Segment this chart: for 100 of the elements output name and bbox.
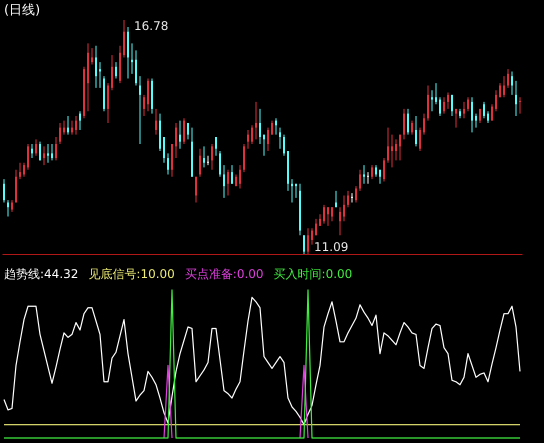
candlestick [283,134,285,156]
candlestick [507,68,509,88]
candlestick [347,190,349,208]
candlestick [163,136,165,164]
candlestick [279,127,281,150]
candlestick [371,164,373,180]
candlestick [223,164,225,198]
candlestick [367,172,369,184]
candlestick [147,78,149,112]
series-label: 买入时间:0.00 [274,267,352,281]
candlestick [195,176,197,204]
candlestick [179,120,181,150]
candlestick [199,148,201,178]
candlestick [403,108,405,140]
candlestick [239,164,241,189]
candlestick [459,108,461,119]
candlestick [31,144,33,159]
candlestick [307,228,309,254]
candlestick [475,113,477,128]
candlestick [139,76,141,145]
candlestick [51,144,53,161]
chart-title: (日线) [4,3,40,18]
candlestick [359,169,361,192]
candlestick [495,90,497,112]
candlestick [327,206,329,226]
candlestick [215,136,217,156]
text: 买点准备:0.00 [184,267,264,281]
candlestick [39,141,41,161]
candlestick [247,129,249,150]
candlestick [431,90,433,112]
candlestick [351,192,353,204]
candlestick [355,186,357,204]
candlestick [519,96,521,114]
candlestick [107,82,109,124]
candlestick [511,70,513,96]
candlestick [379,169,381,184]
candlestick [271,120,273,136]
annotation: 16.78 [134,19,168,33]
candlestick [255,101,257,140]
candlestick [375,164,377,178]
candlestick [43,146,45,166]
candlestick [227,169,229,196]
candlestick [319,214,321,226]
candlestick [187,122,189,140]
candlestick [463,101,465,119]
candlestick [499,82,501,98]
candlestick [263,134,265,156]
candlestick [479,108,481,124]
candlestick [515,80,517,116]
candlestick [451,94,453,116]
candlestick [383,158,385,182]
candlestick [439,96,441,116]
candlestick [331,206,333,222]
candlestick [155,108,157,136]
candlestick [123,20,125,58]
candlestick [211,144,213,170]
candlestick [411,120,413,136]
candlestick [467,96,469,112]
candlestick [143,94,145,116]
text: 趋势线:44.32 [4,267,78,281]
candlestick [267,127,269,152]
candlestick [343,195,345,222]
candlestick [11,200,13,212]
candlestick [335,190,337,208]
candlestick [55,136,57,161]
candlestick [487,110,489,124]
candlestick [27,144,29,170]
candlestick [99,62,101,88]
candlestick [363,164,365,184]
candlestick [323,204,325,224]
candlestick [315,218,317,236]
candlestick [203,146,205,168]
candlestick [423,113,425,136]
candlestick [207,155,209,166]
candlestick [471,96,473,133]
candlestick [443,96,445,114]
candlestick [503,76,505,98]
candlestick [135,50,137,86]
candlestick [231,164,233,184]
candlestick [259,108,261,145]
candlestick [407,108,409,136]
candlestick [23,162,25,178]
candlestick [391,134,393,168]
candlestick [167,152,169,175]
candlestick [75,115,77,136]
candlestick [183,118,185,145]
candlestick [395,138,397,161]
candlestick [399,134,401,161]
candlestick [63,120,65,136]
candlestick [483,101,485,119]
candlestick [387,127,389,164]
candlestick [67,115,69,136]
candlestick [79,110,81,130]
candlestick [3,178,5,204]
candlestick [427,85,429,122]
candlestick [7,200,9,218]
candlestick [219,150,221,178]
candlestick [251,124,253,145]
candlestick [435,82,437,105]
annotation: 11.09 [314,240,348,254]
